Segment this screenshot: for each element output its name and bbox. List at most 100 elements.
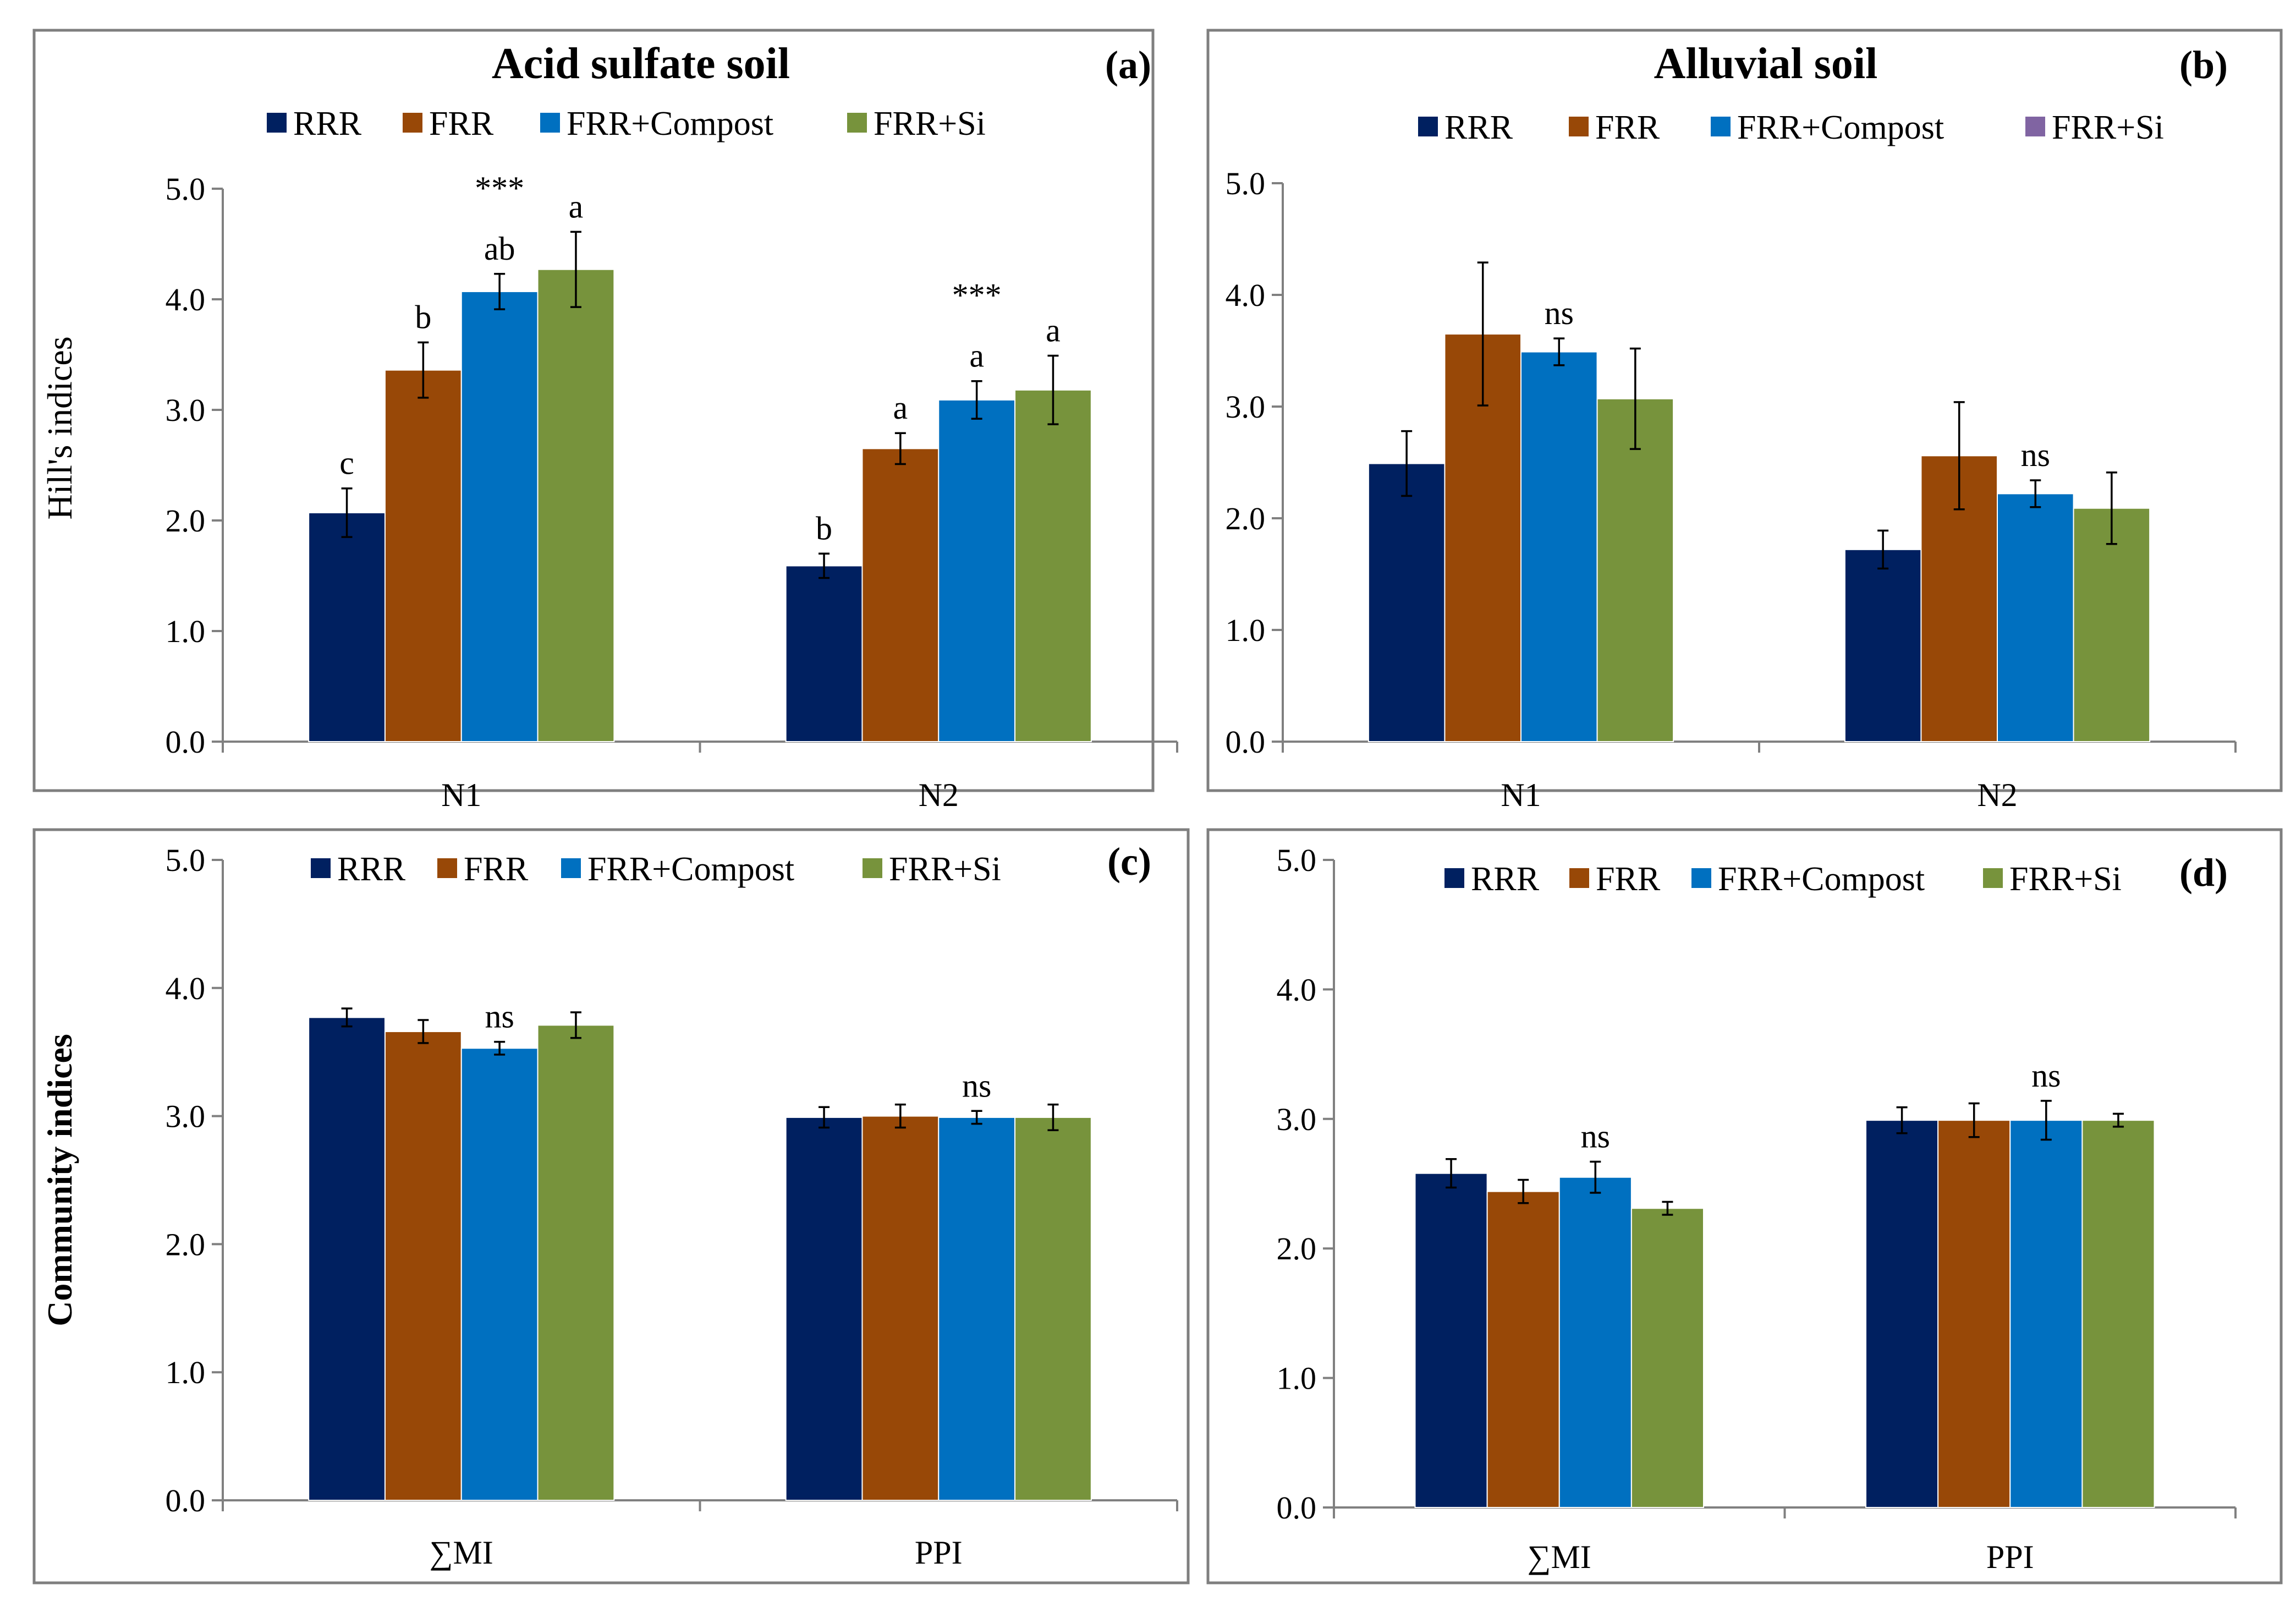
bar xyxy=(1520,351,1598,742)
legend-label: FRR+Si xyxy=(2052,109,2164,146)
legend-swatch-frr xyxy=(1569,868,1589,888)
bar xyxy=(785,1116,863,1501)
significance-label: *** xyxy=(952,277,1002,314)
legend-swatch-frr xyxy=(403,113,422,133)
y-tick-label: 2.0 xyxy=(166,1226,206,1262)
legend-swatch-frr-compost xyxy=(1691,868,1711,888)
legend-swatch-frr-compost xyxy=(561,858,581,878)
y-tick-label: 4.0 xyxy=(1277,972,1317,1007)
bar xyxy=(1997,493,2074,743)
bar xyxy=(1014,389,1092,742)
bar xyxy=(1414,1172,1488,1508)
y-tick-label: 4.0 xyxy=(166,282,206,317)
y-tick-label: 3.0 xyxy=(166,392,206,428)
y-tick-label: 3.0 xyxy=(1277,1101,1317,1137)
panel-a: Acid sulfate soil (a) Hill's indices RRR FRR… xyxy=(32,29,1178,813)
legend-swatch-rrr xyxy=(311,858,331,878)
bar xyxy=(2009,1120,2083,1509)
significance-label: ns xyxy=(2021,437,2050,473)
category-label: N1 xyxy=(1501,777,1541,813)
letter-label: b xyxy=(816,510,832,546)
bar xyxy=(460,290,539,742)
legend-label: RRR xyxy=(293,105,362,142)
legend-label: FRR xyxy=(1596,860,1661,898)
y-tick-label: 0.0 xyxy=(1277,1490,1317,1526)
legend-swatch-frr-si xyxy=(863,858,882,878)
y-tick-label: 4.0 xyxy=(166,971,206,1006)
bar xyxy=(785,565,863,743)
category-label: PPI xyxy=(1986,1539,2034,1575)
bar xyxy=(537,1024,615,1501)
bar xyxy=(938,1116,1016,1501)
y-tick-label: 1.0 xyxy=(1277,1361,1317,1396)
panel-label: (d) xyxy=(2179,851,2228,895)
letter-label: c xyxy=(339,445,354,481)
significance-label: ns xyxy=(1545,295,1574,331)
significance-label: ns xyxy=(1581,1118,1610,1154)
significance-label: ns xyxy=(962,1067,991,1104)
bar xyxy=(938,399,1016,742)
y-tick-label: 5.0 xyxy=(1226,166,1266,201)
category-label: ∑MI xyxy=(1528,1539,1591,1575)
bar xyxy=(1937,1120,2011,1509)
letter-label: a xyxy=(893,390,908,426)
panel-label: (c) xyxy=(1107,840,1151,884)
bar xyxy=(537,268,615,743)
legend-swatch-frr xyxy=(437,858,457,878)
significance-label: ns xyxy=(485,999,514,1035)
y-tick-label: 5.0 xyxy=(166,171,206,207)
y-tick-label: 2.0 xyxy=(1277,1231,1317,1266)
bar xyxy=(384,1030,462,1501)
y-tick-label: 3.0 xyxy=(166,1099,206,1134)
letter-label: a xyxy=(1046,312,1061,349)
legend-swatch-frr xyxy=(1569,117,1589,136)
panel-d: (d) RRR FRR FRR+Compost FRR+Si 0.0 1.0 2.0 3.0 4.… xyxy=(1206,828,2283,1584)
panel-title: Acid sulfate soil xyxy=(492,40,790,88)
legend-swatch-rrr xyxy=(1418,117,1438,136)
panel-frame xyxy=(1206,29,2283,792)
bar xyxy=(308,1017,386,1501)
legend-swatch-frr-si xyxy=(847,113,867,133)
legend-label: FRR+Si xyxy=(889,851,1001,888)
y-tick-label: 2.0 xyxy=(166,503,206,539)
y-tick-label: 1.0 xyxy=(1226,612,1266,648)
panel-label: (b) xyxy=(2179,43,2228,87)
legend-label: FRR+Si xyxy=(2009,860,2122,898)
y-tick-label: 5.0 xyxy=(166,842,206,878)
bar xyxy=(2073,507,2151,742)
legend-label: FRR xyxy=(429,105,494,142)
y-tick-label: 0.0 xyxy=(166,724,206,760)
bar xyxy=(1367,463,1446,743)
legend-swatch-frr-si xyxy=(2025,117,2045,136)
legend-swatch-frr-compost xyxy=(1711,117,1731,136)
bar xyxy=(1558,1176,1632,1508)
panel-frame xyxy=(1206,828,2283,1584)
y-tick-label: 1.0 xyxy=(166,613,206,649)
category-label: N2 xyxy=(1977,777,2017,813)
bar xyxy=(384,369,462,742)
bar xyxy=(861,1115,940,1501)
significance-label: *** xyxy=(475,170,524,206)
bar xyxy=(2081,1120,2155,1509)
legend-label: FRR+Compost xyxy=(567,105,773,142)
legend-label: RRR xyxy=(337,851,406,888)
letter-label: a xyxy=(969,338,984,374)
panel-frame xyxy=(32,828,1190,1584)
legend-label: FRR xyxy=(464,851,529,888)
category-label: N2 xyxy=(919,777,959,813)
bar xyxy=(1596,398,1674,742)
legend-label: FRR+Compost xyxy=(1737,109,1944,146)
bar xyxy=(1486,1191,1560,1508)
y-tick-label: 4.0 xyxy=(1226,277,1266,313)
legend-label: RRR xyxy=(1444,109,1513,146)
panel-b: Alluvial soil (b) RRR FRR FRR+Compost FRR+Si 0… xyxy=(1206,29,2283,813)
legend-label: FRR+Compost xyxy=(587,851,794,888)
y-tick-label: 5.0 xyxy=(1277,842,1317,878)
bar xyxy=(1844,549,1922,743)
bar xyxy=(460,1048,539,1501)
bar xyxy=(1865,1120,1939,1509)
legend-swatch-rrr xyxy=(1444,868,1464,888)
legend-swatch-frr-si xyxy=(1983,868,2003,888)
bar xyxy=(861,448,940,742)
